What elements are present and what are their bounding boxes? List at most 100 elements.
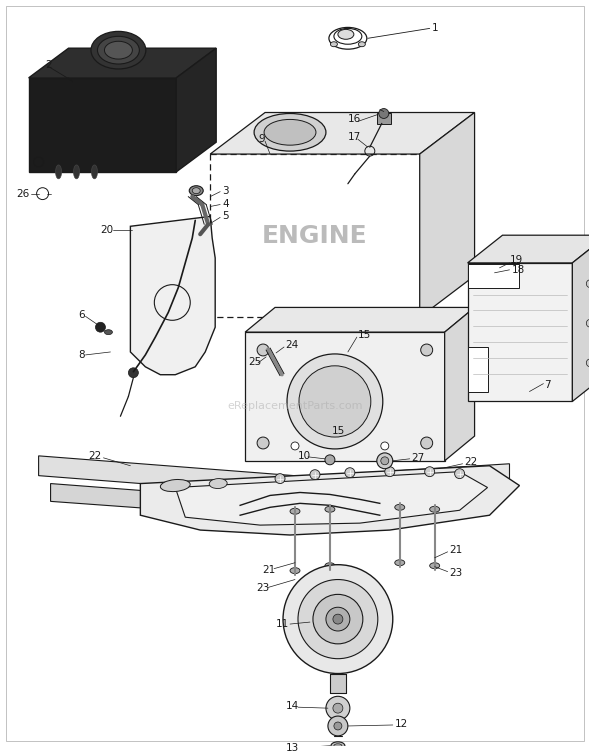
Ellipse shape — [104, 330, 113, 334]
Text: 4: 4 — [222, 199, 229, 209]
Polygon shape — [468, 235, 590, 263]
Ellipse shape — [325, 562, 335, 569]
Ellipse shape — [334, 744, 342, 748]
Circle shape — [257, 344, 269, 356]
Polygon shape — [175, 471, 487, 525]
Text: 7: 7 — [545, 380, 551, 389]
FancyBboxPatch shape — [377, 114, 391, 124]
Circle shape — [586, 319, 590, 328]
Text: 24: 24 — [285, 340, 299, 350]
Ellipse shape — [331, 742, 345, 750]
Circle shape — [326, 697, 350, 720]
Text: 12: 12 — [395, 719, 408, 729]
Ellipse shape — [97, 36, 139, 64]
Circle shape — [586, 359, 590, 367]
Text: 2: 2 — [45, 60, 52, 70]
Circle shape — [257, 437, 269, 449]
Polygon shape — [468, 264, 519, 288]
FancyBboxPatch shape — [468, 263, 572, 401]
Text: 6: 6 — [78, 310, 85, 320]
Circle shape — [455, 468, 464, 479]
Text: 8: 8 — [78, 350, 85, 360]
Ellipse shape — [254, 114, 326, 151]
Circle shape — [334, 722, 342, 730]
Text: 15: 15 — [332, 426, 345, 436]
Polygon shape — [210, 112, 474, 154]
Ellipse shape — [395, 559, 405, 566]
Polygon shape — [445, 307, 474, 461]
Text: 23: 23 — [450, 568, 463, 578]
Ellipse shape — [290, 568, 300, 574]
Text: 15: 15 — [358, 330, 371, 340]
Text: 18: 18 — [512, 265, 525, 275]
Text: 27: 27 — [412, 453, 425, 463]
Ellipse shape — [192, 187, 200, 194]
Circle shape — [381, 457, 389, 465]
Polygon shape — [245, 332, 445, 461]
Ellipse shape — [430, 506, 440, 512]
Text: 21: 21 — [262, 565, 276, 575]
Polygon shape — [51, 483, 310, 520]
Text: 22: 22 — [88, 451, 101, 461]
Text: 3: 3 — [222, 186, 229, 196]
Circle shape — [283, 565, 393, 673]
Circle shape — [385, 467, 395, 477]
Text: 9: 9 — [258, 134, 265, 145]
Circle shape — [275, 474, 285, 483]
Circle shape — [325, 455, 335, 465]
Circle shape — [328, 716, 348, 736]
Polygon shape — [320, 464, 510, 498]
Ellipse shape — [430, 562, 440, 569]
Ellipse shape — [91, 32, 146, 69]
Polygon shape — [38, 456, 320, 498]
Ellipse shape — [91, 165, 97, 178]
Circle shape — [421, 344, 432, 356]
Ellipse shape — [55, 165, 61, 178]
Ellipse shape — [209, 479, 227, 489]
Polygon shape — [245, 307, 474, 332]
Text: eReplacementParts.com: eReplacementParts.com — [227, 401, 363, 411]
Circle shape — [287, 354, 383, 449]
Polygon shape — [419, 112, 474, 317]
Ellipse shape — [325, 506, 335, 512]
Text: 23: 23 — [256, 584, 270, 593]
Text: 13: 13 — [286, 742, 299, 753]
Circle shape — [299, 366, 371, 437]
Text: 22: 22 — [464, 457, 478, 467]
Circle shape — [96, 322, 106, 332]
Circle shape — [291, 442, 299, 450]
Circle shape — [381, 442, 389, 450]
Ellipse shape — [264, 120, 316, 145]
Ellipse shape — [358, 41, 365, 47]
Text: 11: 11 — [276, 619, 289, 629]
Text: 25: 25 — [248, 357, 261, 367]
Text: 20: 20 — [100, 225, 114, 235]
Polygon shape — [572, 235, 590, 401]
Polygon shape — [468, 347, 487, 392]
Text: 21: 21 — [450, 545, 463, 555]
Circle shape — [313, 594, 363, 644]
Polygon shape — [130, 216, 215, 375]
Text: 16: 16 — [348, 114, 361, 124]
Text: 5: 5 — [222, 212, 229, 221]
Text: 26: 26 — [17, 189, 30, 199]
Circle shape — [345, 468, 355, 477]
Ellipse shape — [189, 186, 203, 196]
Polygon shape — [29, 48, 216, 78]
Text: 10: 10 — [298, 451, 311, 461]
Circle shape — [379, 108, 389, 118]
Circle shape — [377, 453, 393, 468]
Circle shape — [425, 467, 435, 477]
Circle shape — [326, 607, 350, 631]
Ellipse shape — [395, 505, 405, 511]
Circle shape — [298, 580, 378, 659]
Circle shape — [310, 470, 320, 480]
Circle shape — [129, 367, 139, 378]
Ellipse shape — [290, 508, 300, 514]
Circle shape — [333, 614, 343, 624]
Circle shape — [586, 279, 590, 288]
Polygon shape — [176, 48, 216, 172]
Text: 19: 19 — [510, 255, 523, 265]
Polygon shape — [330, 673, 346, 694]
Ellipse shape — [338, 29, 354, 39]
